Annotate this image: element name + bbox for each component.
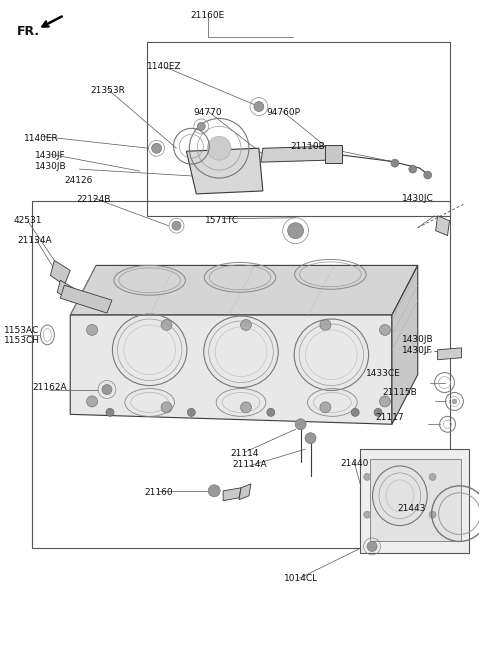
Circle shape <box>364 473 371 481</box>
Circle shape <box>254 101 264 112</box>
Text: 21160E: 21160E <box>191 10 225 19</box>
Text: 21115B: 21115B <box>383 388 417 397</box>
Polygon shape <box>186 148 263 194</box>
Circle shape <box>364 511 371 518</box>
Circle shape <box>197 123 205 130</box>
Circle shape <box>424 171 432 179</box>
Text: 21110B: 21110B <box>290 142 325 151</box>
Text: 1014CL: 1014CL <box>284 574 318 583</box>
Text: 1571TC: 1571TC <box>205 215 239 224</box>
Polygon shape <box>50 261 70 285</box>
Circle shape <box>429 511 436 518</box>
Text: 1153CH: 1153CH <box>4 336 40 345</box>
Text: 21440: 21440 <box>340 459 369 468</box>
Text: 42531: 42531 <box>13 216 42 225</box>
Polygon shape <box>239 484 251 500</box>
Circle shape <box>429 473 436 481</box>
Circle shape <box>267 408 275 416</box>
Polygon shape <box>325 145 342 163</box>
Text: 22124B: 22124B <box>76 195 110 204</box>
Circle shape <box>320 402 331 413</box>
Text: 1430JB: 1430JB <box>35 162 66 171</box>
Text: 94760P: 94760P <box>266 108 300 117</box>
Circle shape <box>288 223 303 239</box>
Text: 24126: 24126 <box>65 177 93 186</box>
Polygon shape <box>57 281 77 302</box>
Circle shape <box>161 402 172 413</box>
Circle shape <box>374 408 382 416</box>
Circle shape <box>320 319 331 330</box>
Circle shape <box>86 324 97 335</box>
Circle shape <box>102 384 112 395</box>
Circle shape <box>240 319 252 330</box>
Circle shape <box>351 408 359 416</box>
Circle shape <box>208 485 220 497</box>
Polygon shape <box>438 348 461 360</box>
Bar <box>360 449 469 553</box>
Circle shape <box>187 408 195 416</box>
Circle shape <box>305 433 316 444</box>
Bar <box>147 42 449 216</box>
Text: 1433CE: 1433CE <box>366 369 400 378</box>
Circle shape <box>380 324 390 335</box>
Polygon shape <box>436 216 449 235</box>
Text: 1140ER: 1140ER <box>24 134 59 143</box>
Text: 21114: 21114 <box>230 449 259 458</box>
Circle shape <box>207 136 231 160</box>
Circle shape <box>161 319 172 330</box>
Circle shape <box>106 408 114 416</box>
Text: 1430JB: 1430JB <box>402 335 433 344</box>
Text: 1430JF: 1430JF <box>35 152 66 161</box>
Circle shape <box>152 143 162 154</box>
Text: 1140EZ: 1140EZ <box>147 62 182 71</box>
Text: 21443: 21443 <box>397 504 426 513</box>
Circle shape <box>391 159 399 167</box>
Text: 1430JF: 1430JF <box>402 346 432 355</box>
Polygon shape <box>261 146 330 162</box>
Text: 21160: 21160 <box>145 488 173 497</box>
Circle shape <box>367 541 377 551</box>
Polygon shape <box>392 265 418 424</box>
Polygon shape <box>70 315 392 424</box>
Text: FR.: FR. <box>17 25 40 37</box>
Polygon shape <box>70 265 418 315</box>
Circle shape <box>86 396 97 407</box>
Polygon shape <box>223 488 241 501</box>
Polygon shape <box>370 459 461 541</box>
Circle shape <box>295 419 306 430</box>
Text: 21353R: 21353R <box>90 86 125 95</box>
Polygon shape <box>60 285 112 313</box>
Bar <box>33 201 449 548</box>
Text: 1153AC: 1153AC <box>4 326 39 335</box>
Text: 21134A: 21134A <box>18 236 52 245</box>
Text: 21114A: 21114A <box>232 460 267 469</box>
Text: 21162A: 21162A <box>32 383 67 392</box>
Circle shape <box>380 396 390 407</box>
Text: 94770: 94770 <box>193 108 222 117</box>
Circle shape <box>452 399 457 404</box>
Circle shape <box>240 402 252 413</box>
Text: 1430JC: 1430JC <box>401 194 433 203</box>
Circle shape <box>172 221 181 230</box>
Circle shape <box>409 165 417 173</box>
Text: 21117: 21117 <box>375 413 404 422</box>
